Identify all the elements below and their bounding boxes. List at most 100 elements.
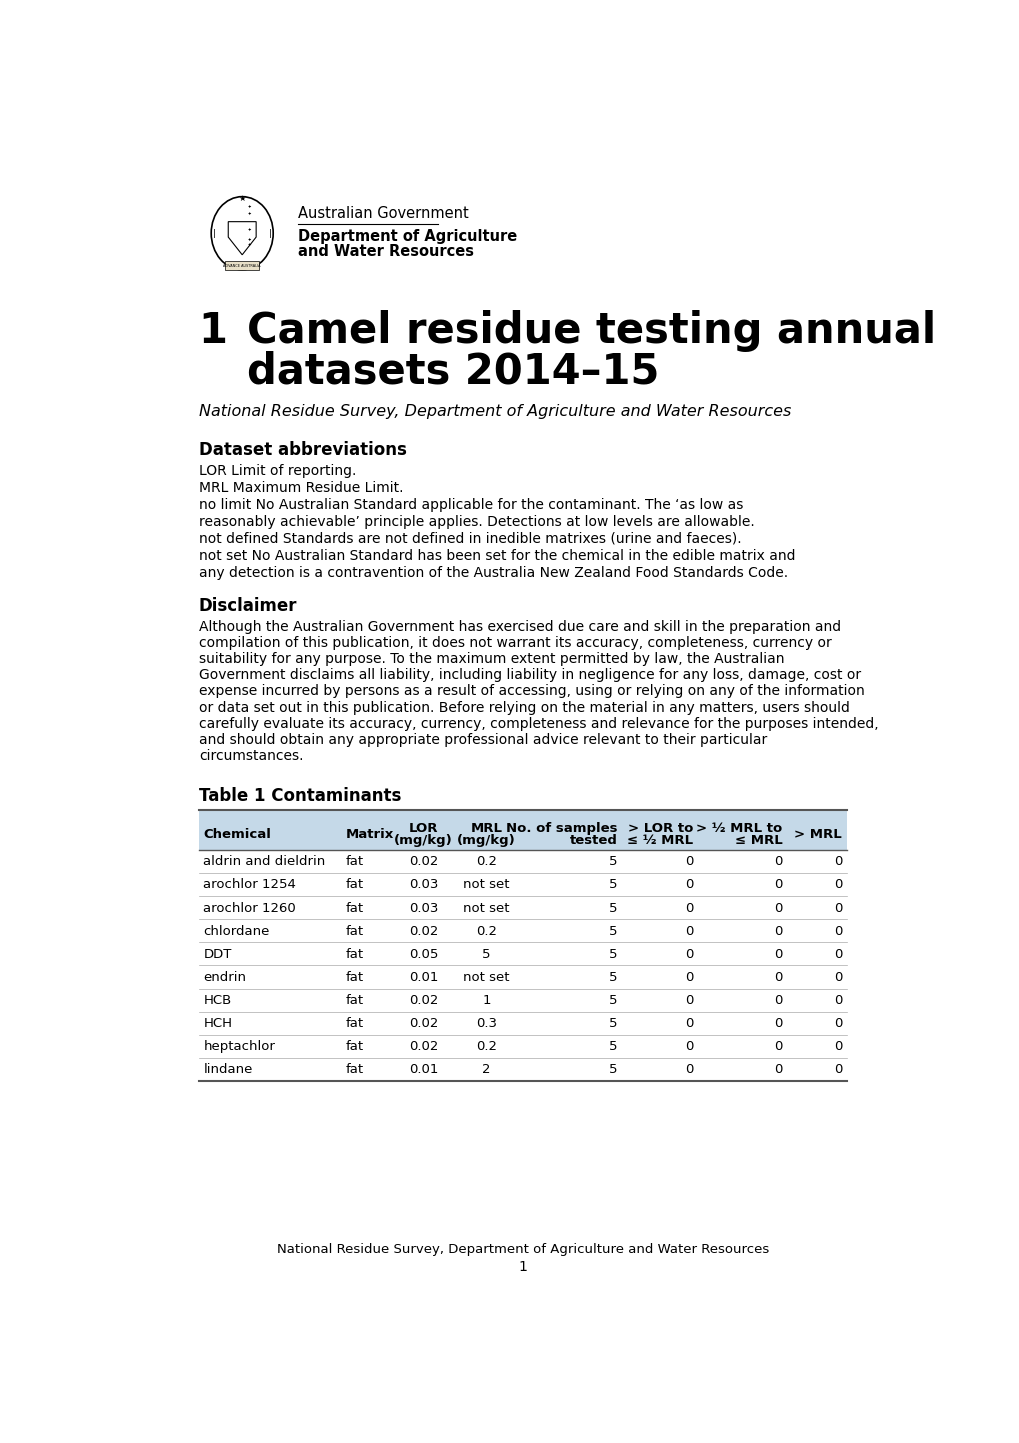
Text: fat: fat bbox=[345, 1017, 364, 1030]
Text: fat: fat bbox=[345, 1063, 364, 1076]
Text: 0: 0 bbox=[833, 1017, 842, 1030]
Text: carefully evaluate its accuracy, currency, completeness and relevance for the pu: carefully evaluate its accuracy, currenc… bbox=[199, 717, 877, 730]
Text: and should obtain any appropriate professional advice relevant to their particul: and should obtain any appropriate profes… bbox=[199, 733, 766, 747]
Text: aldrin and dieldrin: aldrin and dieldrin bbox=[203, 856, 325, 869]
Text: circumstances.: circumstances. bbox=[199, 749, 303, 763]
Text: 5: 5 bbox=[608, 971, 616, 984]
Text: Matrix: Matrix bbox=[345, 828, 393, 841]
Text: fat: fat bbox=[345, 856, 364, 869]
Text: |: | bbox=[213, 229, 216, 238]
Text: Disclaimer: Disclaimer bbox=[199, 596, 297, 615]
Text: and Water Resources: and Water Resources bbox=[298, 244, 474, 258]
Text: heptachlor: heptachlor bbox=[203, 1040, 275, 1053]
Text: 0: 0 bbox=[773, 1063, 782, 1076]
Text: 0: 0 bbox=[833, 994, 842, 1007]
Text: |: | bbox=[268, 229, 271, 238]
Text: 0: 0 bbox=[684, 856, 693, 869]
Text: suitability for any purpose. To the maximum extent permitted by law, the Austral: suitability for any purpose. To the maxi… bbox=[199, 652, 784, 667]
Text: 0: 0 bbox=[833, 856, 842, 869]
Text: 0: 0 bbox=[684, 902, 693, 915]
Text: ADVANCE AUSTRALIA: ADVANCE AUSTRALIA bbox=[223, 264, 261, 267]
Text: 0.2: 0.2 bbox=[476, 925, 496, 938]
Text: ✦: ✦ bbox=[248, 212, 252, 216]
Text: expense incurred by persons as a result of accessing, using or relying on any of: expense incurred by persons as a result … bbox=[199, 684, 864, 698]
Text: Australian Government: Australian Government bbox=[298, 205, 469, 221]
Text: 0.03: 0.03 bbox=[409, 902, 438, 915]
Text: 0: 0 bbox=[773, 925, 782, 938]
Text: 0: 0 bbox=[773, 1040, 782, 1053]
Text: 0: 0 bbox=[684, 994, 693, 1007]
Text: 0: 0 bbox=[773, 948, 782, 961]
Text: Although the Australian Government has exercised due care and skill in the prepa: Although the Australian Government has e… bbox=[199, 619, 840, 633]
Text: Camel residue testing annual: Camel residue testing annual bbox=[247, 310, 935, 352]
Text: 0.02: 0.02 bbox=[409, 856, 438, 869]
Text: 5: 5 bbox=[608, 1017, 616, 1030]
Text: Government disclaims all liability, including liability in negligence for any lo: Government disclaims all liability, incl… bbox=[199, 668, 860, 683]
Text: 0.02: 0.02 bbox=[409, 994, 438, 1007]
Text: 5: 5 bbox=[608, 856, 616, 869]
Text: 0.2: 0.2 bbox=[476, 1040, 496, 1053]
Text: > ½ MRL to: > ½ MRL to bbox=[696, 823, 782, 835]
Text: 0.05: 0.05 bbox=[409, 948, 438, 961]
Text: DDT: DDT bbox=[203, 948, 231, 961]
Text: compilation of this publication, it does not warrant its accuracy, completeness,: compilation of this publication, it does… bbox=[199, 636, 830, 649]
Text: 5: 5 bbox=[608, 902, 616, 915]
Text: fat: fat bbox=[345, 925, 364, 938]
Text: LOR Limit of reporting.: LOR Limit of reporting. bbox=[199, 465, 356, 478]
Text: 0: 0 bbox=[833, 1063, 842, 1076]
Polygon shape bbox=[225, 261, 259, 270]
Text: not set: not set bbox=[463, 971, 510, 984]
Text: no limit No Australian Standard applicable for the contaminant. The ‘as low as: no limit No Australian Standard applicab… bbox=[199, 498, 743, 512]
Text: ✦: ✦ bbox=[248, 238, 252, 241]
Text: LOR: LOR bbox=[409, 823, 438, 835]
Text: Department of Agriculture: Department of Agriculture bbox=[298, 228, 517, 244]
Text: arochlor 1260: arochlor 1260 bbox=[203, 902, 296, 915]
Text: 2: 2 bbox=[482, 1063, 490, 1076]
Text: 0: 0 bbox=[833, 948, 842, 961]
Text: any detection is a contravention of the Australia New Zealand Food Standards Cod: any detection is a contravention of the … bbox=[199, 566, 787, 580]
Text: fat: fat bbox=[345, 879, 364, 892]
Text: 0: 0 bbox=[684, 1017, 693, 1030]
Text: 0.01: 0.01 bbox=[409, 971, 438, 984]
Text: 0.03: 0.03 bbox=[409, 879, 438, 892]
Text: ✦: ✦ bbox=[248, 205, 252, 208]
Text: datasets 2014–15: datasets 2014–15 bbox=[247, 351, 658, 392]
Text: 0.01: 0.01 bbox=[409, 1063, 438, 1076]
Text: 0: 0 bbox=[684, 879, 693, 892]
Text: 0: 0 bbox=[773, 971, 782, 984]
Text: 5: 5 bbox=[608, 994, 616, 1007]
Text: fat: fat bbox=[345, 902, 364, 915]
Text: 0: 0 bbox=[833, 971, 842, 984]
Text: National Residue Survey, Department of Agriculture and Water Resources: National Residue Survey, Department of A… bbox=[199, 404, 791, 418]
Text: fat: fat bbox=[345, 1040, 364, 1053]
Text: 0: 0 bbox=[833, 925, 842, 938]
Text: lindane: lindane bbox=[203, 1063, 253, 1076]
Text: 0: 0 bbox=[684, 971, 693, 984]
Text: 5: 5 bbox=[608, 948, 616, 961]
Text: 0: 0 bbox=[773, 879, 782, 892]
Text: not set: not set bbox=[463, 879, 510, 892]
Text: (mg/kg): (mg/kg) bbox=[457, 834, 516, 847]
Text: fat: fat bbox=[345, 971, 364, 984]
Text: not set No Australian Standard has been set for the chemical in the edible matri: not set No Australian Standard has been … bbox=[199, 548, 795, 563]
Text: fat: fat bbox=[345, 994, 364, 1007]
Text: 0.2: 0.2 bbox=[476, 856, 496, 869]
Text: 0: 0 bbox=[684, 948, 693, 961]
Text: 5: 5 bbox=[608, 925, 616, 938]
Text: ✦: ✦ bbox=[248, 242, 252, 247]
Text: (mg/kg): (mg/kg) bbox=[393, 834, 452, 847]
Text: 0: 0 bbox=[684, 1063, 693, 1076]
Text: Dataset abbreviations: Dataset abbreviations bbox=[199, 442, 407, 459]
Text: not set: not set bbox=[463, 902, 510, 915]
Text: 0: 0 bbox=[684, 925, 693, 938]
Text: 0: 0 bbox=[773, 994, 782, 1007]
Text: endrin: endrin bbox=[203, 971, 247, 984]
Text: HCH: HCH bbox=[203, 1017, 232, 1030]
Text: 0: 0 bbox=[833, 902, 842, 915]
Text: MRL: MRL bbox=[470, 823, 502, 835]
Text: 0: 0 bbox=[833, 1040, 842, 1053]
Text: 1: 1 bbox=[199, 310, 227, 352]
Text: 0: 0 bbox=[833, 879, 842, 892]
Text: arochlor 1254: arochlor 1254 bbox=[203, 879, 297, 892]
Text: > LOR to: > LOR to bbox=[628, 823, 693, 835]
